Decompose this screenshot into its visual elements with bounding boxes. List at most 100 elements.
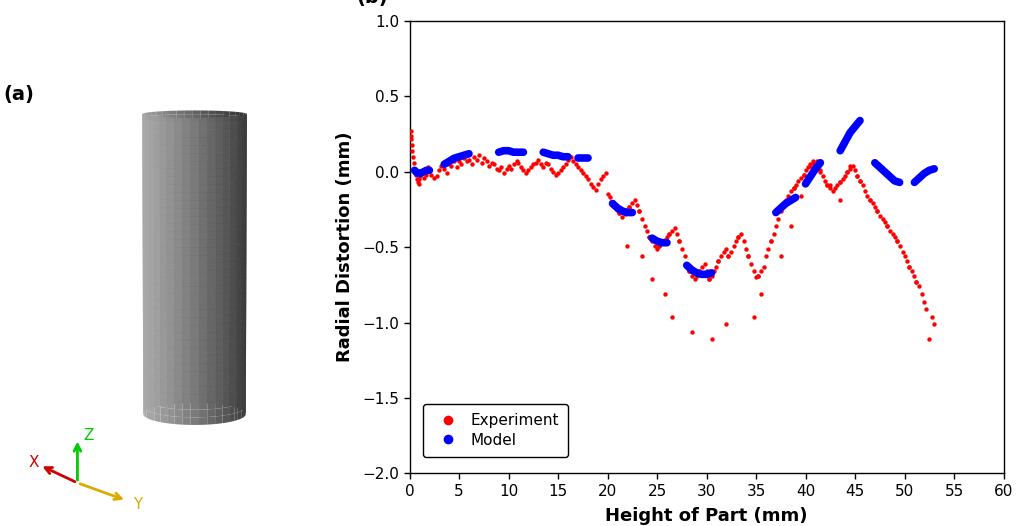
- Point: [631, 207, 647, 215]
- Point: [831, 178, 848, 187]
- Point: [822, 181, 839, 189]
- Point: [550, 169, 566, 178]
- Point: [711, 257, 727, 265]
- Point: [837, 172, 853, 180]
- Point: [420, 163, 436, 171]
- Point: [684, 328, 700, 336]
- Point: [766, 229, 782, 238]
- Point: [658, 232, 675, 241]
- Point: [809, 165, 825, 173]
- Point: [617, 210, 634, 218]
- Point: [604, 198, 621, 206]
- Point: [758, 252, 774, 260]
- Point: [614, 213, 631, 221]
- Point: [578, 172, 594, 180]
- Point: [874, 215, 891, 223]
- Point: [859, 192, 876, 200]
- Point: [733, 229, 750, 238]
- Point: [785, 184, 802, 193]
- Point: [451, 157, 467, 166]
- Point: [590, 180, 606, 188]
- Point: [796, 170, 812, 179]
- Point: [891, 241, 907, 250]
- Point: [698, 267, 715, 276]
- Point: [723, 248, 739, 256]
- Point: [919, 305, 935, 313]
- Point: [594, 172, 610, 180]
- Point: [413, 172, 429, 180]
- Point: [555, 163, 571, 171]
- Point: [700, 275, 717, 283]
- Point: [485, 160, 502, 168]
- Point: [852, 177, 868, 185]
- Point: [565, 157, 582, 166]
- Point: [871, 211, 888, 220]
- Point: [763, 237, 779, 246]
- Point: [805, 157, 821, 166]
- Text: (b): (b): [356, 0, 388, 7]
- Text: Y: Y: [133, 498, 142, 512]
- Point: [693, 262, 710, 271]
- Point: [664, 226, 680, 235]
- Point: [403, 147, 420, 155]
- Point: [926, 320, 942, 328]
- Point: [620, 241, 636, 250]
- Point: [753, 290, 769, 298]
- Point: [560, 156, 577, 164]
- Point: [604, 198, 621, 206]
- Point: [664, 312, 680, 321]
- Point: [718, 245, 734, 253]
- Point: [449, 163, 465, 171]
- Point: [641, 232, 657, 241]
- Point: [518, 169, 535, 178]
- Point: [730, 232, 746, 241]
- Point: [889, 237, 905, 246]
- Point: [745, 312, 762, 321]
- Point: [904, 267, 921, 276]
- Point: [800, 163, 816, 171]
- Point: [523, 163, 540, 171]
- Point: [849, 172, 865, 180]
- Point: [406, 158, 422, 167]
- Point: [572, 166, 589, 175]
- Point: [433, 161, 450, 170]
- Point: [793, 192, 809, 200]
- Point: [520, 166, 537, 175]
- Point: [720, 252, 736, 260]
- Text: (a): (a): [4, 85, 35, 104]
- Point: [446, 157, 463, 166]
- Point: [415, 169, 431, 178]
- Point: [637, 222, 653, 230]
- Point: [671, 237, 687, 246]
- Point: [720, 252, 736, 260]
- Point: [770, 215, 786, 223]
- Point: [817, 177, 834, 185]
- Point: [894, 248, 910, 256]
- Point: [416, 174, 433, 182]
- Point: [831, 196, 848, 205]
- Point: [567, 160, 584, 168]
- Point: [835, 175, 851, 184]
- Point: [803, 161, 819, 170]
- Point: [597, 169, 613, 178]
- Point: [411, 180, 427, 188]
- Point: [649, 245, 666, 253]
- Point: [515, 166, 531, 175]
- Point: [508, 157, 524, 166]
- Point: [569, 163, 586, 171]
- Point: [908, 278, 925, 286]
- Point: [583, 180, 599, 188]
- Point: [805, 158, 821, 167]
- Point: [656, 236, 673, 244]
- Point: [644, 275, 660, 283]
- Point: [426, 174, 442, 182]
- Point: [750, 271, 766, 280]
- Point: [461, 156, 477, 164]
- Point: [753, 267, 769, 276]
- Point: [429, 172, 445, 180]
- Point: [469, 156, 485, 164]
- Point: [421, 166, 437, 175]
- Point: [656, 290, 673, 298]
- Point: [847, 166, 863, 175]
- Point: [803, 160, 819, 168]
